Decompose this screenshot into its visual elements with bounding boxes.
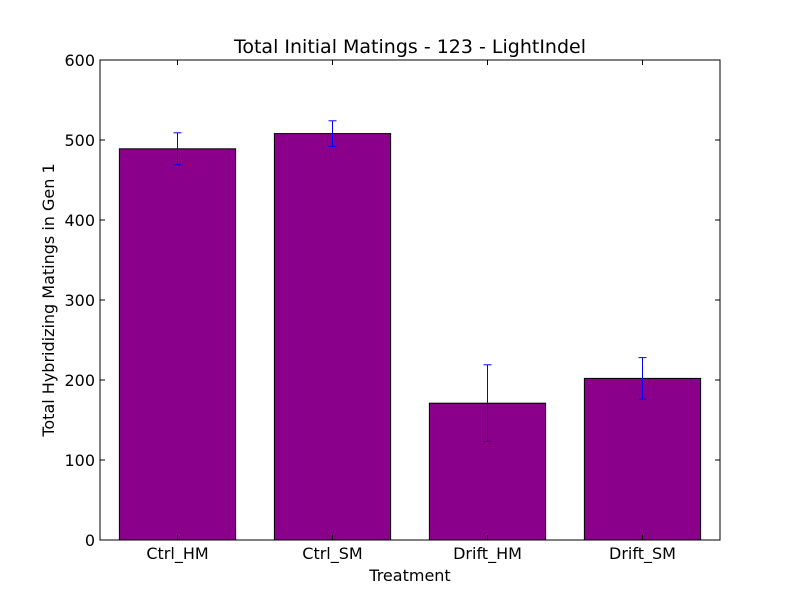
x-tick-label: Ctrl_SM: [302, 544, 362, 564]
errorbar-Drift_HM: [483, 364, 492, 443]
x-tick-label: Ctrl_HM: [146, 544, 208, 564]
bars-layer: [118, 133, 702, 541]
y-tick-label: 200: [64, 371, 95, 390]
y-tick-label: 500: [64, 131, 95, 150]
y-axis-ticks: 0 100 200 300 400 500 600: [64, 51, 720, 550]
y-tick-label: 400: [64, 211, 95, 230]
errorbar-Drift_SM: [638, 357, 647, 400]
errorbar-Ctrl_SM: [328, 120, 337, 147]
bar-Drift_SM: [583, 377, 702, 541]
y-tick-label: 600: [64, 51, 95, 70]
y-axis-label: Total Hybridizing Matings in Gen 1: [39, 163, 58, 437]
bar-Ctrl_SM: [273, 133, 392, 541]
y-tick-label: 0: [85, 531, 95, 550]
x-axis-label: Treatment: [368, 566, 450, 585]
x-tick-label: Drift_SM: [609, 544, 676, 564]
bar-Ctrl_HM: [118, 148, 237, 541]
errorbars-layer: [173, 120, 647, 443]
errorbar-Ctrl_HM: [173, 132, 182, 166]
x-axis-ticks: Ctrl_HM Ctrl_SM Drift_HM Drift_SM: [146, 60, 676, 564]
chart-title: Total Initial Matings - 123 - LightIndel: [233, 36, 586, 58]
y-tick-label: 100: [64, 451, 95, 470]
y-tick-label: 300: [64, 291, 95, 310]
x-tick-label: Drift_HM: [453, 544, 522, 564]
